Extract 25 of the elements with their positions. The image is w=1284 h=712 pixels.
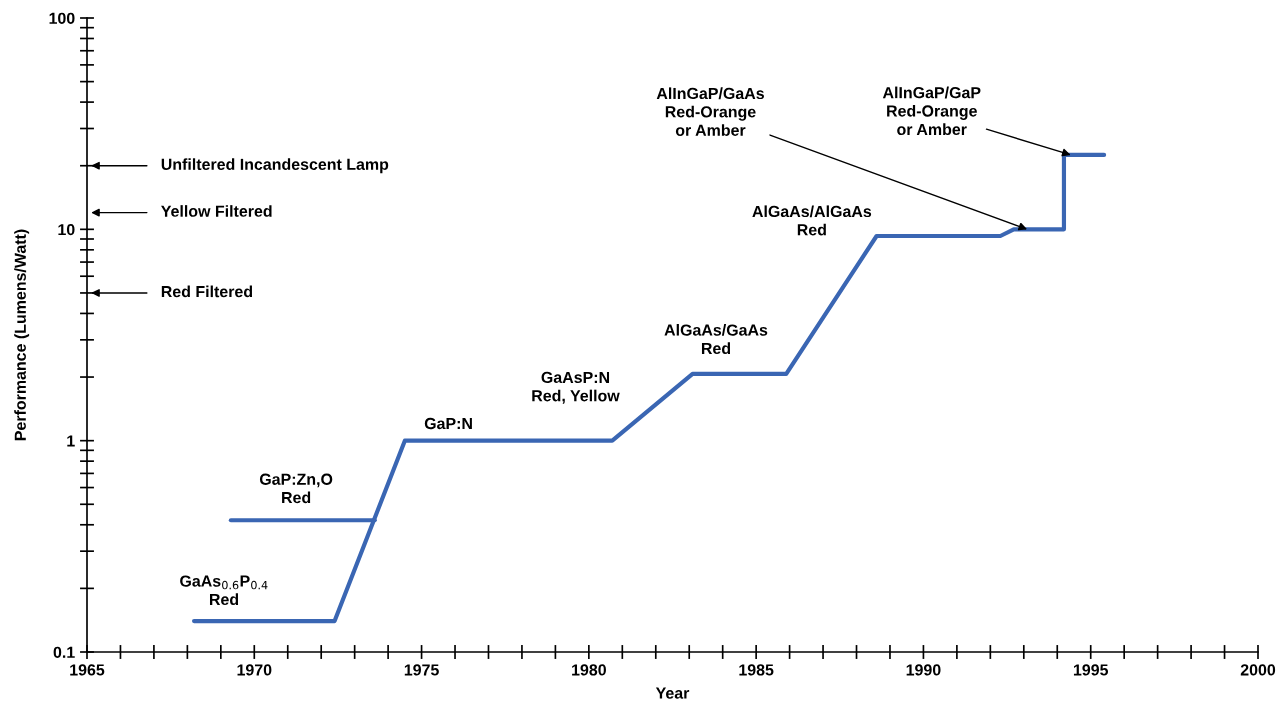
y-tick-label: 100 <box>49 12 75 24</box>
x-tick-label: 1980 <box>572 664 606 676</box>
text: GaAs$_{0.6}$P$_{0.4}$ Red <box>180 575 268 606</box>
y-tick-label: 1 <box>67 435 75 447</box>
x-tick-label: 1990 <box>906 664 941 676</box>
annotation: Unfiltered Incandescent Lamp <box>161 158 389 174</box>
y-axis-title: Performance (Lumens/Watt) <box>14 229 30 441</box>
annotation: GaP:N <box>424 417 472 430</box>
x-tick-label: 1970 <box>237 664 272 676</box>
annotation: GaAsP:N Red, Yellow <box>532 371 620 404</box>
y-tick-label: 0.1 <box>53 646 75 658</box>
x-tick-label: 2000 <box>1240 664 1276 676</box>
x-tick-label: 1965 <box>70 664 105 676</box>
x-tick-label: 1975 <box>404 664 439 676</box>
annotation: Red Filtered <box>161 285 253 298</box>
x-tick-label: 1995 <box>1073 664 1109 676</box>
y-tick-label: 10 <box>58 223 75 236</box>
annotation: GaP:Zn,O Red <box>259 473 333 504</box>
annotation: AlGaAs/AlGaAs Red <box>752 205 872 236</box>
x-axis-title: Year <box>655 687 690 699</box>
x-tick-label: 1985 <box>739 664 774 676</box>
annotation: AlGaAs/GaAs Red <box>664 323 768 355</box>
annotation: AlInGaP/GaAs Red-Orange or Amber <box>656 87 764 136</box>
annotation: Yellow Filtered <box>161 205 272 217</box>
annotation: AlInGaP/GaP Red-Orange or Amber <box>882 86 981 136</box>
